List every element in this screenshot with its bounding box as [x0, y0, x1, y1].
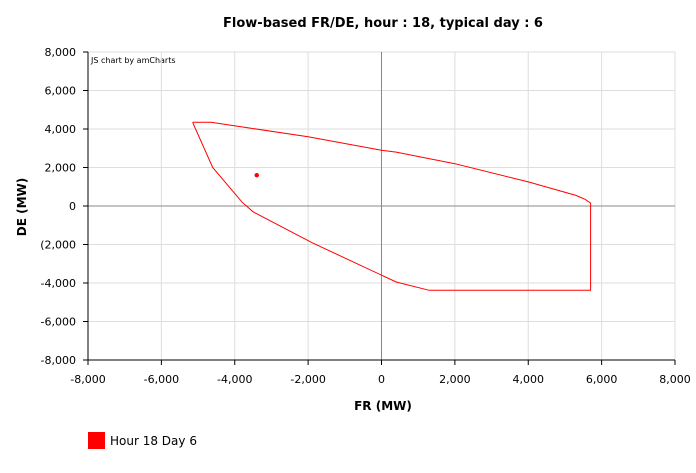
- x-tick-label: 6,000: [586, 373, 618, 386]
- chart-credit: JS chart by amCharts: [90, 56, 176, 65]
- legend-swatch[interactable]: [88, 432, 105, 449]
- y-tick-label: 6,000: [45, 85, 77, 98]
- y-tick-label: 4,000: [45, 123, 77, 136]
- x-tick-label: -2,000: [290, 373, 325, 386]
- domain-polygon: [192, 121, 592, 291]
- series-layer: [192, 121, 592, 291]
- chart-title: Flow-based FR/DE, hour : 18, typical day…: [223, 16, 543, 31]
- y-tick-label: -8,000: [41, 354, 76, 367]
- y-tick-label: -4,000: [41, 277, 76, 290]
- y-axis-title: DE (MW): [15, 178, 29, 236]
- legend[interactable]: Hour 18 Day 6: [88, 432, 197, 449]
- axes: [83, 51, 676, 365]
- tick-labels: -8,000 -6,000 -4,000 -2,000 0 2,000 4,000 6,000…: [40, 46, 691, 386]
- legend-label[interactable]: Hour 18 Day 6: [110, 434, 197, 448]
- y-tick-label: -6,000: [41, 316, 76, 329]
- x-tick-label: 0: [378, 373, 385, 386]
- x-tick-label: -4,000: [217, 373, 252, 386]
- y-tick-label: (2,000: [40, 239, 76, 252]
- x-axis-title: FR (MW): [354, 399, 412, 413]
- x-tick-label: -6,000: [144, 373, 179, 386]
- y-tick-label: 2,000: [45, 162, 77, 175]
- x-tick-label: 8,000: [659, 373, 691, 386]
- x-tick-label: -8,000: [70, 373, 105, 386]
- y-tick-label: 0: [69, 200, 76, 213]
- x-tick-label: 2,000: [439, 373, 471, 386]
- x-tick-label: 4,000: [513, 373, 545, 386]
- y-tick-label: 8,000: [45, 46, 77, 59]
- data-point[interactable]: [254, 173, 259, 178]
